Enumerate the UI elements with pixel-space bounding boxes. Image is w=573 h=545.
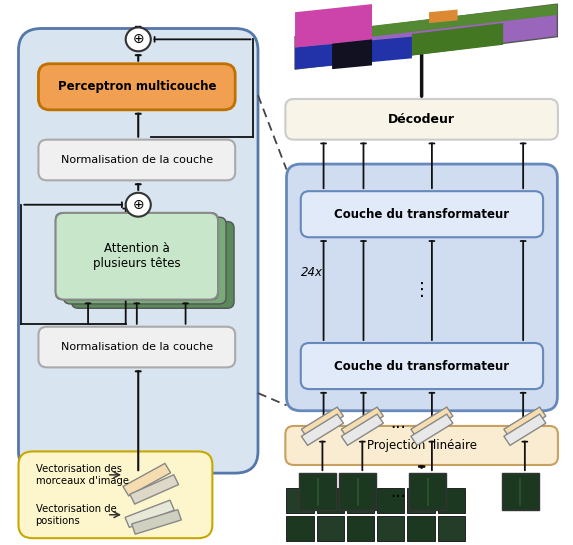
FancyBboxPatch shape [502,473,539,510]
FancyBboxPatch shape [38,326,235,367]
FancyBboxPatch shape [18,28,258,473]
Text: Couche du transformateur: Couche du transformateur [335,208,509,221]
FancyBboxPatch shape [299,473,336,510]
FancyBboxPatch shape [301,191,543,237]
Text: ...: ... [390,414,406,432]
FancyBboxPatch shape [407,516,434,541]
FancyBboxPatch shape [342,414,383,445]
FancyBboxPatch shape [438,516,465,541]
Text: $\oplus$: $\oplus$ [132,198,144,211]
FancyBboxPatch shape [64,217,226,304]
Polygon shape [412,23,503,56]
FancyBboxPatch shape [18,451,213,538]
Text: Décodeur: Décodeur [388,113,455,126]
FancyBboxPatch shape [504,414,546,445]
FancyBboxPatch shape [301,414,343,445]
Text: Perceptron multicouche: Perceptron multicouche [57,80,216,93]
FancyBboxPatch shape [411,407,453,438]
FancyBboxPatch shape [347,488,374,513]
FancyBboxPatch shape [72,221,234,308]
FancyBboxPatch shape [411,414,453,445]
FancyBboxPatch shape [56,213,218,300]
FancyBboxPatch shape [132,510,181,534]
FancyBboxPatch shape [56,213,218,300]
FancyBboxPatch shape [125,500,174,528]
Text: Projection  linéaire: Projection linéaire [367,439,477,452]
FancyBboxPatch shape [317,488,344,513]
Polygon shape [295,4,558,69]
FancyBboxPatch shape [438,488,465,513]
Text: $\oplus$: $\oplus$ [132,32,144,46]
FancyBboxPatch shape [301,343,543,389]
FancyBboxPatch shape [347,516,374,541]
FancyBboxPatch shape [286,164,558,411]
FancyBboxPatch shape [38,64,235,110]
Text: ...: ... [390,482,406,500]
Polygon shape [372,4,558,37]
FancyBboxPatch shape [286,516,313,541]
FancyBboxPatch shape [286,488,313,513]
Circle shape [125,193,151,217]
FancyBboxPatch shape [504,407,546,438]
FancyBboxPatch shape [377,488,405,513]
FancyBboxPatch shape [317,516,344,541]
Circle shape [125,27,151,51]
FancyBboxPatch shape [123,463,171,496]
FancyBboxPatch shape [377,516,405,541]
FancyBboxPatch shape [38,140,235,180]
FancyBboxPatch shape [301,407,343,438]
Text: Vectorisation de
positions: Vectorisation de positions [36,504,116,525]
Text: 24x: 24x [301,266,323,279]
FancyBboxPatch shape [285,426,558,465]
Text: ⋮: ⋮ [413,281,431,299]
Text: Vectorisation des
morceaux d'image: Vectorisation des morceaux d'image [36,464,128,486]
Polygon shape [429,9,458,23]
FancyBboxPatch shape [407,488,434,513]
Polygon shape [332,39,372,69]
FancyBboxPatch shape [339,473,376,510]
FancyBboxPatch shape [409,473,446,510]
Text: Attention à
plusieurs têtes: Attention à plusieurs têtes [93,242,180,270]
Polygon shape [295,4,372,47]
FancyBboxPatch shape [285,99,558,140]
FancyBboxPatch shape [342,407,383,438]
FancyBboxPatch shape [130,475,179,504]
Text: Normalisation de la couche: Normalisation de la couche [61,155,213,165]
Text: Couche du transformateur: Couche du transformateur [335,360,509,373]
Text: Normalisation de la couche: Normalisation de la couche [61,342,213,352]
Polygon shape [295,37,412,69]
